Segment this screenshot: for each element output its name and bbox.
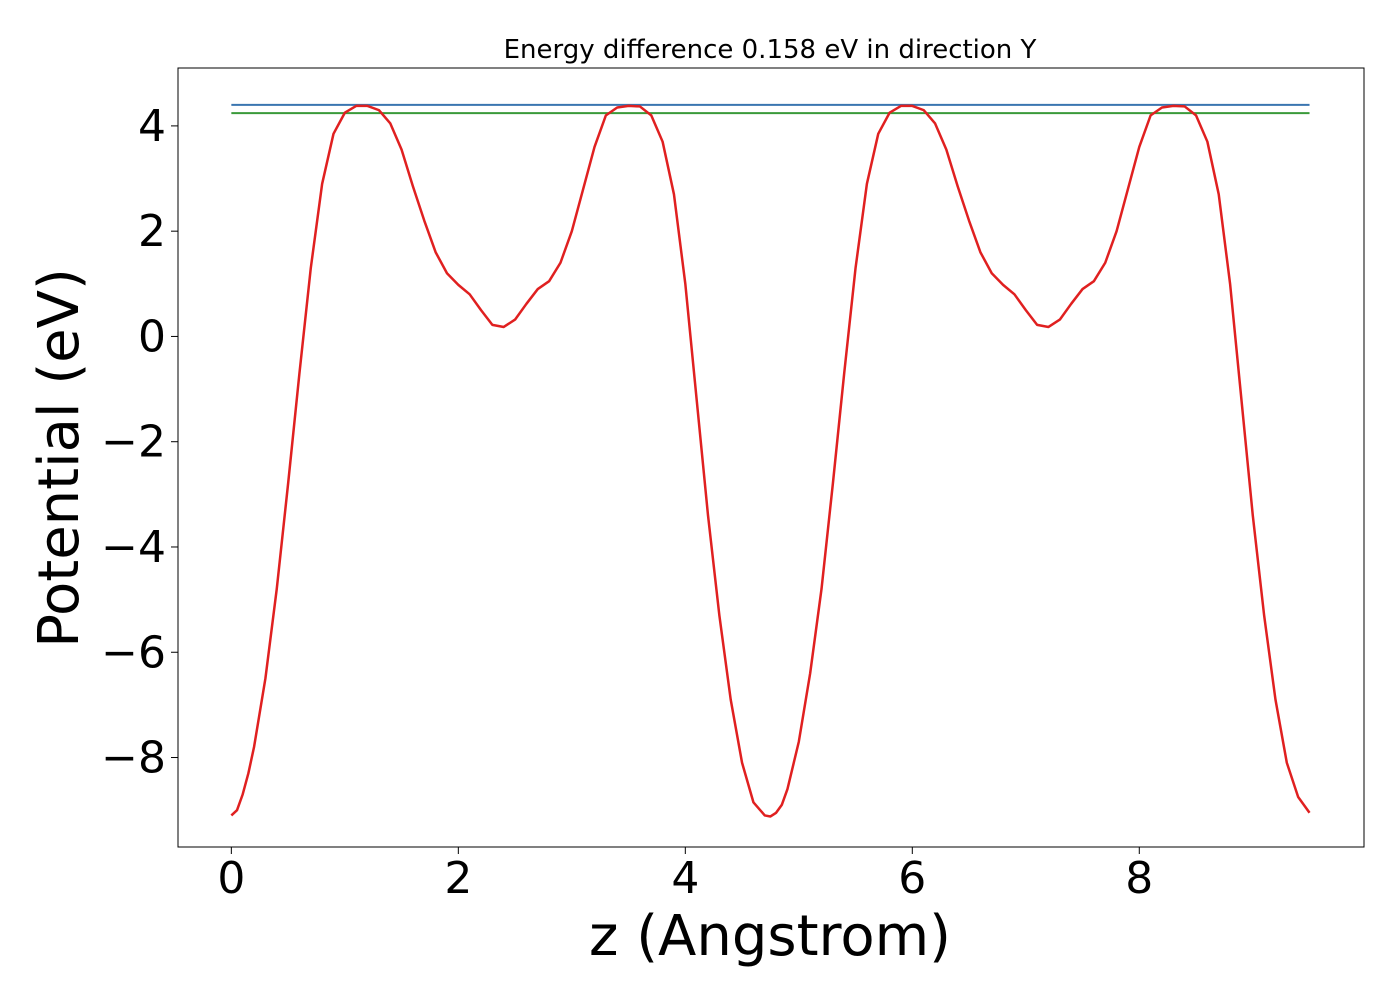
potential-series-line-0 bbox=[230, 104, 1311, 818]
y-tick-label: 0 bbox=[138, 311, 166, 362]
y-tick-label: −6 bbox=[101, 627, 166, 678]
series-group bbox=[230, 104, 1311, 818]
y-tick-label: −2 bbox=[101, 417, 166, 468]
y-tick-label: −8 bbox=[101, 733, 166, 784]
x-tick-label: 0 bbox=[217, 853, 245, 904]
y-tick-label: 4 bbox=[138, 101, 166, 152]
y-tick-label: −4 bbox=[101, 522, 166, 573]
chart-title: Energy difference 0.158 eV in direction … bbox=[504, 35, 1037, 65]
x-tick-label: 8 bbox=[1125, 853, 1153, 904]
x-axis-label: z (Angstrom) bbox=[589, 904, 951, 969]
x-axis-ticks: 0 2 4 6 8 bbox=[217, 847, 1153, 904]
y-axis-ticks: 4 2 0 −2 −4 −6 −8 bbox=[101, 101, 178, 784]
x-tick-label: 4 bbox=[671, 853, 699, 904]
x-tick-label: 2 bbox=[444, 853, 472, 904]
x-tick-label: 6 bbox=[898, 853, 926, 904]
plot-area-frame bbox=[177, 67, 1365, 848]
reference-lines bbox=[231, 103, 1310, 115]
y-axis-label: Potential (eV) bbox=[27, 268, 92, 648]
y-tick-label: 2 bbox=[138, 206, 166, 257]
